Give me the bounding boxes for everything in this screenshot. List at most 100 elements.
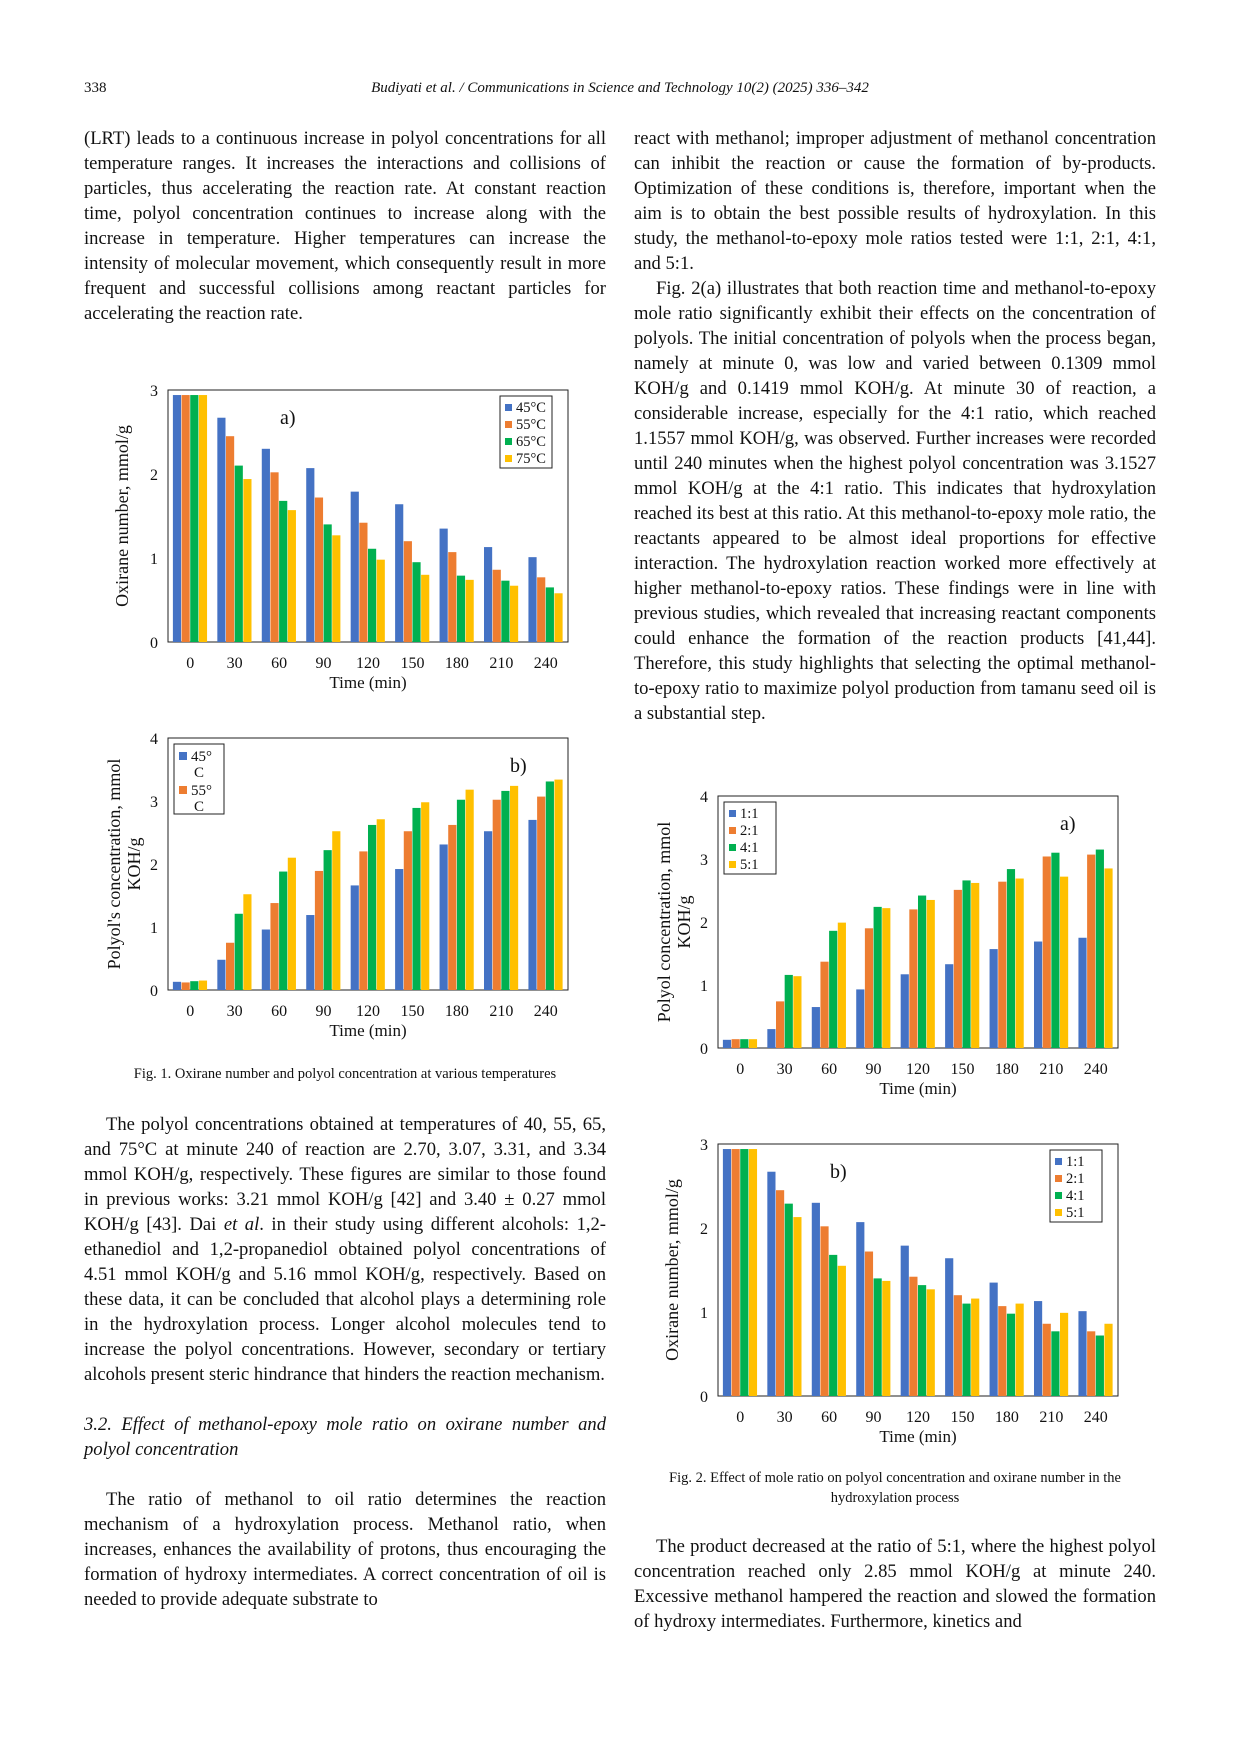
x-tick-label: 60 — [271, 655, 287, 672]
bar — [1006, 869, 1016, 1048]
bar — [172, 981, 182, 990]
figure-2a-chart: 0 1 2 3 4 0 30 60 90 120 150 180 210 240 Time (min) Pol… — [654, 789, 1119, 1098]
x-tick-label: 0 — [736, 1409, 744, 1426]
bar — [528, 557, 537, 642]
legend-swatch — [505, 404, 512, 411]
bar — [748, 1149, 758, 1396]
panel-label: a) — [280, 407, 296, 429]
x-tick-label: 30 — [227, 1003, 243, 1020]
bar — [172, 395, 182, 642]
bar — [484, 831, 493, 990]
y-tick-label: 1 — [700, 1305, 708, 1322]
y-axis-label: Polyol's concentration, mmolKOH/g — [104, 759, 144, 970]
bar — [1104, 1323, 1113, 1396]
bar — [953, 889, 962, 1048]
bar — [1078, 937, 1087, 1048]
bar — [465, 579, 474, 642]
x-tick-label: 0 — [736, 1061, 744, 1078]
x-tick-label: 180 — [995, 1061, 1019, 1078]
bar — [456, 799, 466, 990]
figure-1b-chart: 0 1 2 3 4 0 30 60 90 120 150 180 210 240 Time (min) Pol… — [104, 731, 569, 1040]
bar — [731, 1149, 740, 1396]
bar — [537, 577, 546, 642]
bar — [501, 790, 510, 990]
bar — [261, 929, 270, 990]
bar — [261, 448, 270, 642]
bar — [545, 587, 554, 642]
legend-label: 2:1 — [1066, 1171, 1085, 1187]
x-tick-label: 210 — [489, 1003, 513, 1020]
bar — [1015, 878, 1024, 1048]
x-tick-label: 240 — [534, 1003, 558, 1020]
legend-swatch — [179, 786, 187, 794]
bar — [287, 510, 296, 642]
y-axis-label: Polyol concentration, mmolKOH/g — [654, 822, 694, 1022]
bar — [829, 930, 838, 1048]
bar — [510, 585, 519, 642]
bar — [971, 882, 980, 1048]
x-tick-label: 90 — [316, 1003, 332, 1020]
bar — [323, 524, 332, 642]
x-tick-label: 120 — [356, 1003, 380, 1020]
legend-swatch — [729, 827, 736, 834]
bar — [456, 575, 466, 642]
bar — [873, 1278, 882, 1396]
bar — [350, 885, 359, 990]
running-head: Budiyati et al. / Communications in Scie… — [371, 80, 869, 96]
bar — [722, 1149, 732, 1396]
bar — [448, 552, 457, 642]
bar — [412, 562, 421, 642]
y-axis-label: Oxirane number, mmol/g — [112, 425, 132, 607]
bar — [376, 819, 385, 990]
bar — [439, 528, 448, 642]
legend-label: 5:1 — [1066, 1205, 1085, 1221]
bar — [1034, 1301, 1043, 1396]
y-tick-label: 1 — [150, 920, 158, 937]
legend: 45°C55°C65°C75°C — [499, 395, 553, 469]
bar — [1087, 1331, 1096, 1396]
bar — [395, 504, 404, 642]
legend-label: 1:1 — [1066, 1154, 1085, 1170]
x-tick-label: 210 — [1039, 1061, 1063, 1078]
bar — [554, 593, 563, 642]
bar — [465, 789, 474, 990]
legend-swatch — [1055, 1175, 1062, 1182]
bar — [882, 1280, 891, 1396]
y-tick-label: 2 — [700, 915, 708, 932]
bar — [722, 1039, 732, 1048]
paragraph: The polyol concentrations obtained at te… — [84, 1114, 606, 1385]
bar — [376, 559, 385, 642]
bar — [234, 913, 243, 990]
bar — [1087, 854, 1096, 1048]
bar — [359, 851, 368, 990]
bar — [926, 1289, 935, 1396]
panel-label: b) — [830, 1161, 847, 1183]
bar — [731, 1039, 740, 1048]
bar — [873, 906, 882, 1048]
bar — [820, 1226, 829, 1396]
x-tick-label: 240 — [534, 655, 558, 672]
bar — [501, 580, 510, 642]
y-tick-label: 2 — [150, 857, 158, 874]
paragraph: react with methanol; improper adjustment… — [634, 128, 1156, 274]
bar — [1042, 1323, 1051, 1396]
x-axis-label: Time (min) — [329, 673, 406, 692]
legend: 1:12:14:15:1 — [1049, 1149, 1103, 1223]
legend-swatch — [179, 752, 187, 760]
x-axis-label: Time (min) — [329, 1021, 406, 1040]
bar — [181, 395, 190, 642]
x-tick-label: 240 — [1084, 1061, 1108, 1078]
bar — [279, 500, 288, 642]
bar — [554, 779, 563, 990]
legend-swatch — [1055, 1158, 1062, 1165]
bar — [439, 844, 448, 990]
bar — [1060, 1312, 1069, 1396]
bar — [953, 1295, 962, 1396]
panel-label: b) — [510, 755, 527, 777]
bar — [926, 899, 935, 1048]
x-tick-label: 180 — [445, 1003, 469, 1020]
x-tick-label: 210 — [489, 655, 513, 672]
x-tick-label: 60 — [821, 1409, 837, 1426]
